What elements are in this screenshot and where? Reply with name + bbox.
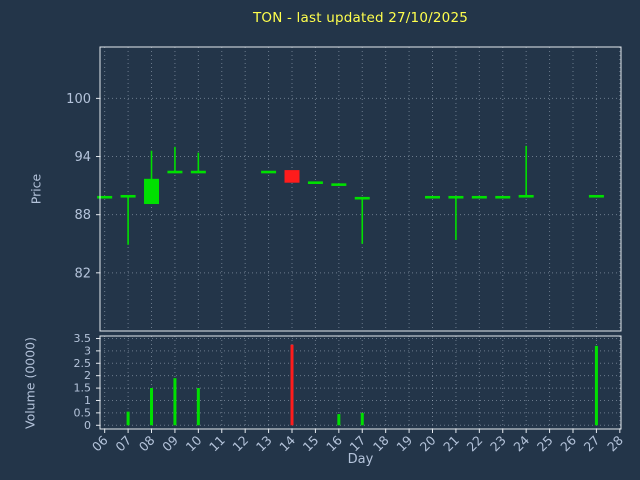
- volume-bar: [196, 388, 200, 426]
- price-tick-label: 94: [74, 150, 91, 165]
- candle-body: [261, 170, 277, 174]
- volume-bar: [173, 378, 177, 426]
- volume-tick-label: 3: [84, 344, 91, 357]
- volume-tick-label: 1: [84, 394, 91, 407]
- volume-tick-label: 0.5: [74, 406, 92, 419]
- price-tick-label: 82: [74, 266, 91, 281]
- x-axis-label: Day: [347, 452, 374, 467]
- volume-tick-label: 2.5: [74, 357, 92, 370]
- candle-body: [448, 195, 464, 199]
- price-tick-label: 100: [66, 92, 91, 107]
- candle-body: [518, 194, 534, 198]
- volume-panel-border: [99, 335, 622, 430]
- volume-bar: [360, 412, 364, 426]
- volume-bar: [126, 411, 130, 426]
- candle-body: [120, 194, 136, 198]
- volume-tick-label: 2: [84, 369, 91, 382]
- candle-body: [588, 194, 604, 198]
- volume-tick-label: 1.5: [74, 382, 92, 395]
- volume-tick-label: 3.5: [74, 332, 92, 345]
- candle-body: [354, 196, 370, 200]
- chart-title: TON - last updated 27/10/2025: [252, 10, 469, 26]
- candle-body: [167, 170, 183, 174]
- candle-body: [425, 195, 441, 199]
- candle-body: [471, 195, 487, 199]
- volume-bar: [290, 344, 294, 426]
- price-axis-label: Price: [28, 173, 44, 205]
- candle-body: [144, 178, 160, 205]
- candle-body: [307, 181, 323, 184]
- price-tick-label: 88: [74, 208, 91, 223]
- volume-bar: [337, 414, 341, 426]
- volume-bar: [150, 388, 154, 426]
- candle-body: [190, 170, 206, 174]
- candle-body: [331, 183, 347, 186]
- volume-axis-label: Volume (0000): [22, 336, 38, 430]
- candle-body: [495, 195, 511, 199]
- candle-body: [97, 195, 113, 199]
- candle-body: [284, 170, 300, 183]
- volume-bar: [594, 345, 598, 426]
- price-panel-border: [99, 46, 622, 332]
- volume-tick-label: 0: [84, 419, 91, 432]
